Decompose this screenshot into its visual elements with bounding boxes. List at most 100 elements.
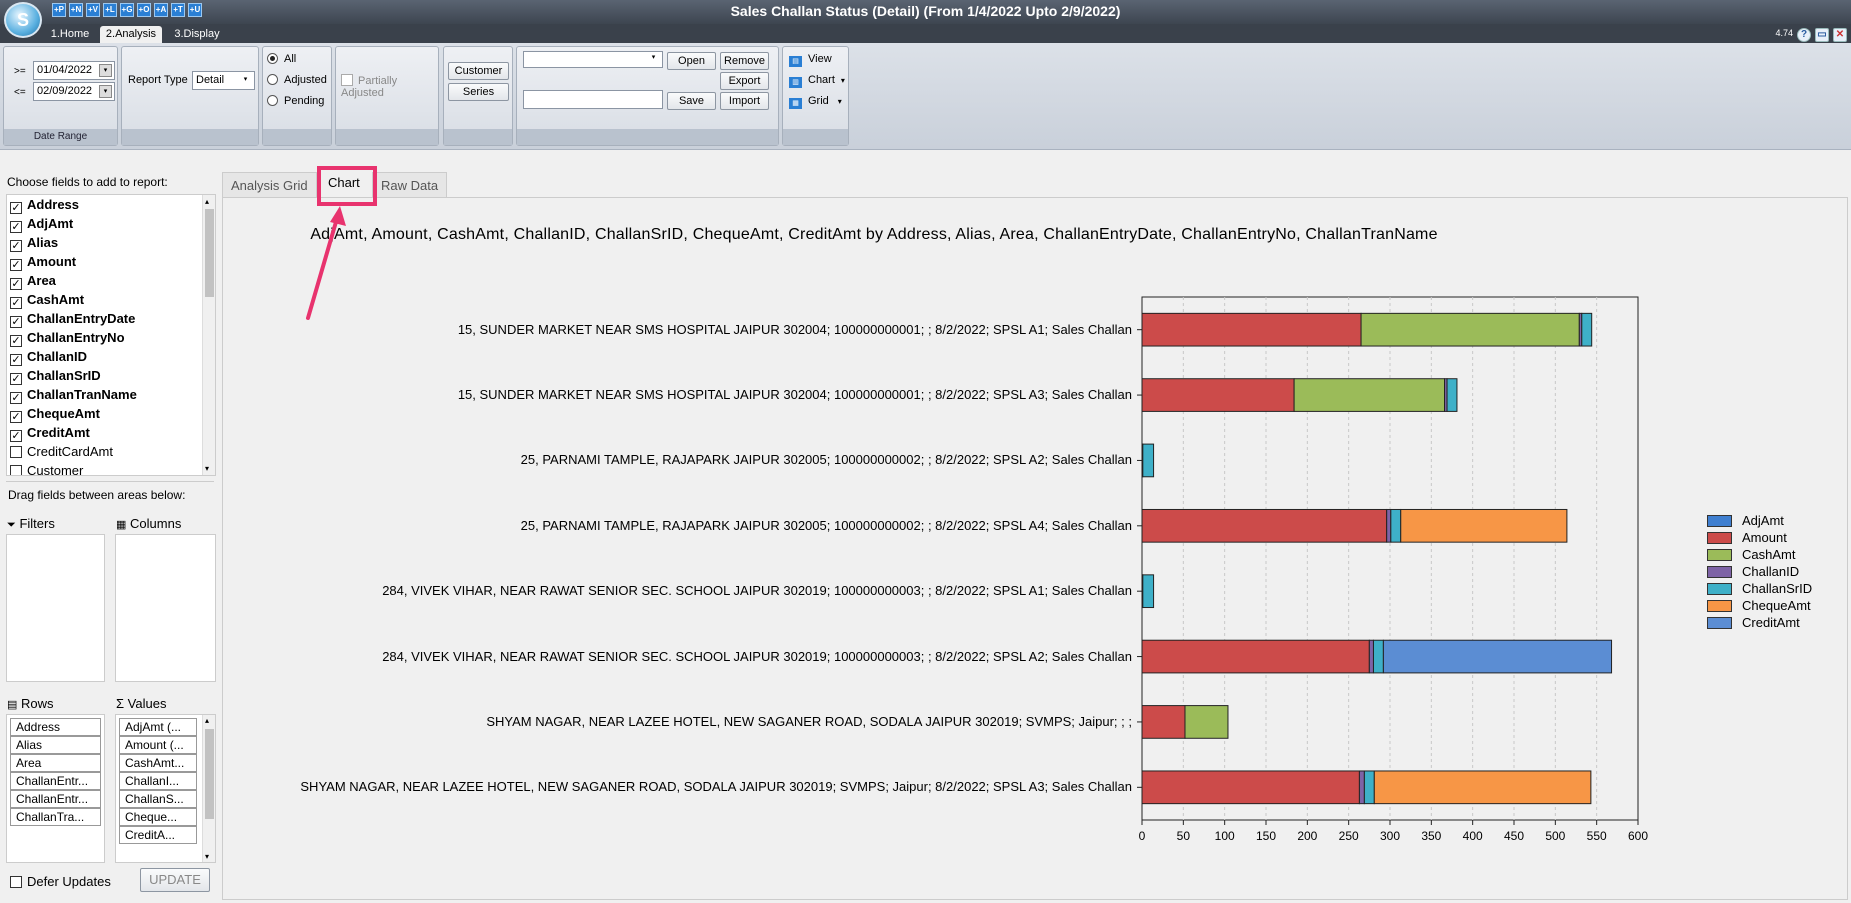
field-list[interactable]: ✓ Address ✓ AdjAmt ✓ Alias ✓ Amount ✓ Area ✓ CashAm… bbox=[6, 194, 216, 476]
close-window-icon[interactable]: ✕ bbox=[1833, 28, 1847, 42]
radio-pending[interactable]: Pending bbox=[267, 95, 324, 107]
field-item[interactable]: ✓ ChallanID bbox=[7, 347, 215, 366]
field-item[interactable]: ✓ ChallanTranName bbox=[7, 385, 215, 404]
save-button[interactable]: Save bbox=[667, 92, 716, 110]
customer-button[interactable]: Customer bbox=[448, 62, 509, 80]
tab-chart[interactable]: Chart bbox=[328, 175, 360, 190]
checkbox-icon[interactable]: ✓ bbox=[10, 202, 22, 214]
layout-name-input[interactable] bbox=[523, 90, 663, 109]
quick-access-button-1[interactable]: +N bbox=[69, 3, 83, 17]
series-button[interactable]: Series bbox=[448, 83, 509, 101]
radio-adjusted[interactable]: Adjusted bbox=[267, 74, 327, 86]
field-item[interactable]: ✓ CreditAmt bbox=[7, 423, 215, 442]
field-item[interactable]: CreditCardAmt bbox=[7, 442, 215, 461]
checkbox-icon[interactable] bbox=[10, 465, 22, 475]
help-icon[interactable]: ? bbox=[1797, 28, 1811, 42]
field-item[interactable]: ✓ Alias bbox=[7, 233, 215, 252]
calendar-dropdown-icon[interactable]: ▾ bbox=[99, 64, 112, 77]
quick-access-button-6[interactable]: +A bbox=[154, 3, 168, 17]
partially-adjusted-checkbox[interactable]: Partially Adjusted bbox=[341, 74, 438, 99]
remove-button[interactable]: Remove bbox=[720, 52, 769, 70]
quick-access-button-5[interactable]: +O bbox=[137, 3, 151, 17]
values-scrollbar[interactable]: ▴ ▾ bbox=[202, 715, 215, 862]
field-item[interactable]: ✓ CashAmt bbox=[7, 290, 215, 309]
scroll-up-icon[interactable]: ▴ bbox=[205, 716, 210, 725]
field-item[interactable]: ✓ AdjAmt bbox=[7, 214, 215, 233]
y-tick-label: 15, SUNDER MARKET NEAR SMS HOSPITAL JAIP… bbox=[457, 387, 1132, 403]
tab-raw-data[interactable]: Raw Data bbox=[372, 172, 448, 197]
field-item[interactable]: ✓ ChallanEntryDate bbox=[7, 309, 215, 328]
checkbox-icon[interactable]: ✓ bbox=[10, 221, 22, 233]
checkbox-icon[interactable]: ✓ bbox=[10, 297, 22, 309]
grid-button[interactable]: ▦ Grid ▾ bbox=[789, 95, 842, 109]
value-field-item[interactable]: ChallanI... bbox=[119, 772, 197, 790]
checkbox-icon[interactable]: ✓ bbox=[10, 411, 22, 423]
checkbox-icon[interactable]: ✓ bbox=[10, 316, 22, 328]
calendar-dropdown-icon[interactable]: ▾ bbox=[99, 85, 112, 98]
view-button[interactable]: ▤ View bbox=[789, 53, 832, 67]
quick-access-button-3[interactable]: +L bbox=[103, 3, 117, 17]
checkbox-icon[interactable]: ✓ bbox=[10, 259, 22, 271]
minimize-ribbon-icon[interactable]: ▭ bbox=[1815, 28, 1829, 42]
value-field-item[interactable]: AdjAmt (... bbox=[119, 718, 197, 736]
row-field-item[interactable]: Area bbox=[10, 754, 101, 772]
row-field-item[interactable]: Alias bbox=[10, 736, 101, 754]
chart-button[interactable]: ▥ Chart ▾ bbox=[789, 74, 845, 88]
field-item[interactable]: ✓ Amount bbox=[7, 252, 215, 271]
checkbox-icon[interactable]: ✓ bbox=[10, 392, 22, 404]
field-item[interactable]: ✓ Address bbox=[7, 195, 215, 214]
quick-access-button-8[interactable]: +U bbox=[188, 3, 202, 17]
tab-analysis-grid[interactable]: Analysis Grid bbox=[222, 172, 317, 197]
import-button[interactable]: Import bbox=[720, 92, 769, 110]
values-area[interactable]: CreditA... Cheque... ChallanS... ChallanI..… bbox=[115, 714, 216, 863]
quick-access-button-7[interactable]: +T bbox=[171, 3, 185, 17]
value-field-item[interactable]: ChallanS... bbox=[119, 790, 197, 808]
radio-all[interactable]: All bbox=[267, 53, 296, 65]
checkbox-icon[interactable]: ✓ bbox=[10, 373, 22, 385]
value-field-item[interactable]: CreditA... bbox=[119, 826, 197, 844]
columns-area[interactable] bbox=[115, 534, 216, 682]
quick-access-button-4[interactable]: +G bbox=[120, 3, 134, 17]
app-logo-icon[interactable]: S bbox=[4, 2, 42, 38]
to-date-field[interactable]: 02/09/2022 ▾ bbox=[33, 82, 115, 101]
row-field-item[interactable]: ChallanEntr... bbox=[10, 790, 101, 808]
field-item[interactable]: ✓ Area bbox=[7, 271, 215, 290]
update-button[interactable]: UPDATE bbox=[140, 868, 210, 892]
rows-area[interactable]: Address Alias Area ChallanEntr... ChallanEnt… bbox=[6, 714, 105, 863]
checkbox-icon[interactable]: ✓ bbox=[10, 240, 22, 252]
sigma-icon: Σ bbox=[116, 696, 125, 711]
checkbox-icon[interactable] bbox=[10, 446, 22, 458]
tab-analysis[interactable]: 2.Analysis bbox=[100, 26, 162, 43]
scroll-thumb[interactable] bbox=[205, 729, 214, 819]
defer-updates-checkbox[interactable]: Defer Updates bbox=[10, 874, 111, 889]
scroll-up-icon[interactable]: ▴ bbox=[205, 197, 210, 206]
filters-area[interactable] bbox=[6, 534, 105, 682]
quick-access-button-2[interactable]: +V bbox=[86, 3, 100, 17]
field-item[interactable]: Customer bbox=[7, 461, 215, 475]
value-field-item[interactable]: CashAmt... bbox=[119, 754, 197, 772]
checkbox-icon[interactable]: ✓ bbox=[10, 354, 22, 366]
scroll-thumb[interactable] bbox=[205, 209, 214, 297]
field-item[interactable]: ✓ ChallanSrID bbox=[7, 366, 215, 385]
row-field-item[interactable]: ChallanEntr... bbox=[10, 772, 101, 790]
checkbox-icon[interactable]: ✓ bbox=[10, 335, 22, 347]
field-item[interactable]: ✓ ChequeAmt bbox=[7, 404, 215, 423]
open-button[interactable]: Open bbox=[667, 52, 716, 70]
checkbox-icon[interactable]: ✓ bbox=[10, 278, 22, 290]
row-field-item[interactable]: Address bbox=[10, 718, 101, 736]
field-list-scrollbar[interactable]: ▴ ▾ bbox=[202, 195, 215, 475]
layout-select[interactable]: ▾ bbox=[523, 51, 663, 68]
scroll-down-icon[interactable]: ▾ bbox=[205, 852, 210, 861]
checkbox-icon[interactable]: ✓ bbox=[10, 430, 22, 442]
export-button[interactable]: Export bbox=[720, 72, 769, 90]
field-item[interactable]: ✓ ChallanEntryNo bbox=[7, 328, 215, 347]
tab-home[interactable]: 1.Home bbox=[50, 28, 90, 40]
value-field-item[interactable]: Cheque... bbox=[119, 808, 197, 826]
from-date-field[interactable]: 01/04/2022 ▾ bbox=[33, 61, 115, 80]
scroll-down-icon[interactable]: ▾ bbox=[205, 464, 210, 473]
report-type-select[interactable]: Detail ▾ bbox=[192, 71, 255, 90]
value-field-item[interactable]: Amount (... bbox=[119, 736, 197, 754]
tab-display[interactable]: 3.Display bbox=[174, 28, 220, 40]
quick-access-button-0[interactable]: +P bbox=[52, 3, 66, 17]
row-field-item[interactable]: ChallanTra... bbox=[10, 808, 101, 826]
